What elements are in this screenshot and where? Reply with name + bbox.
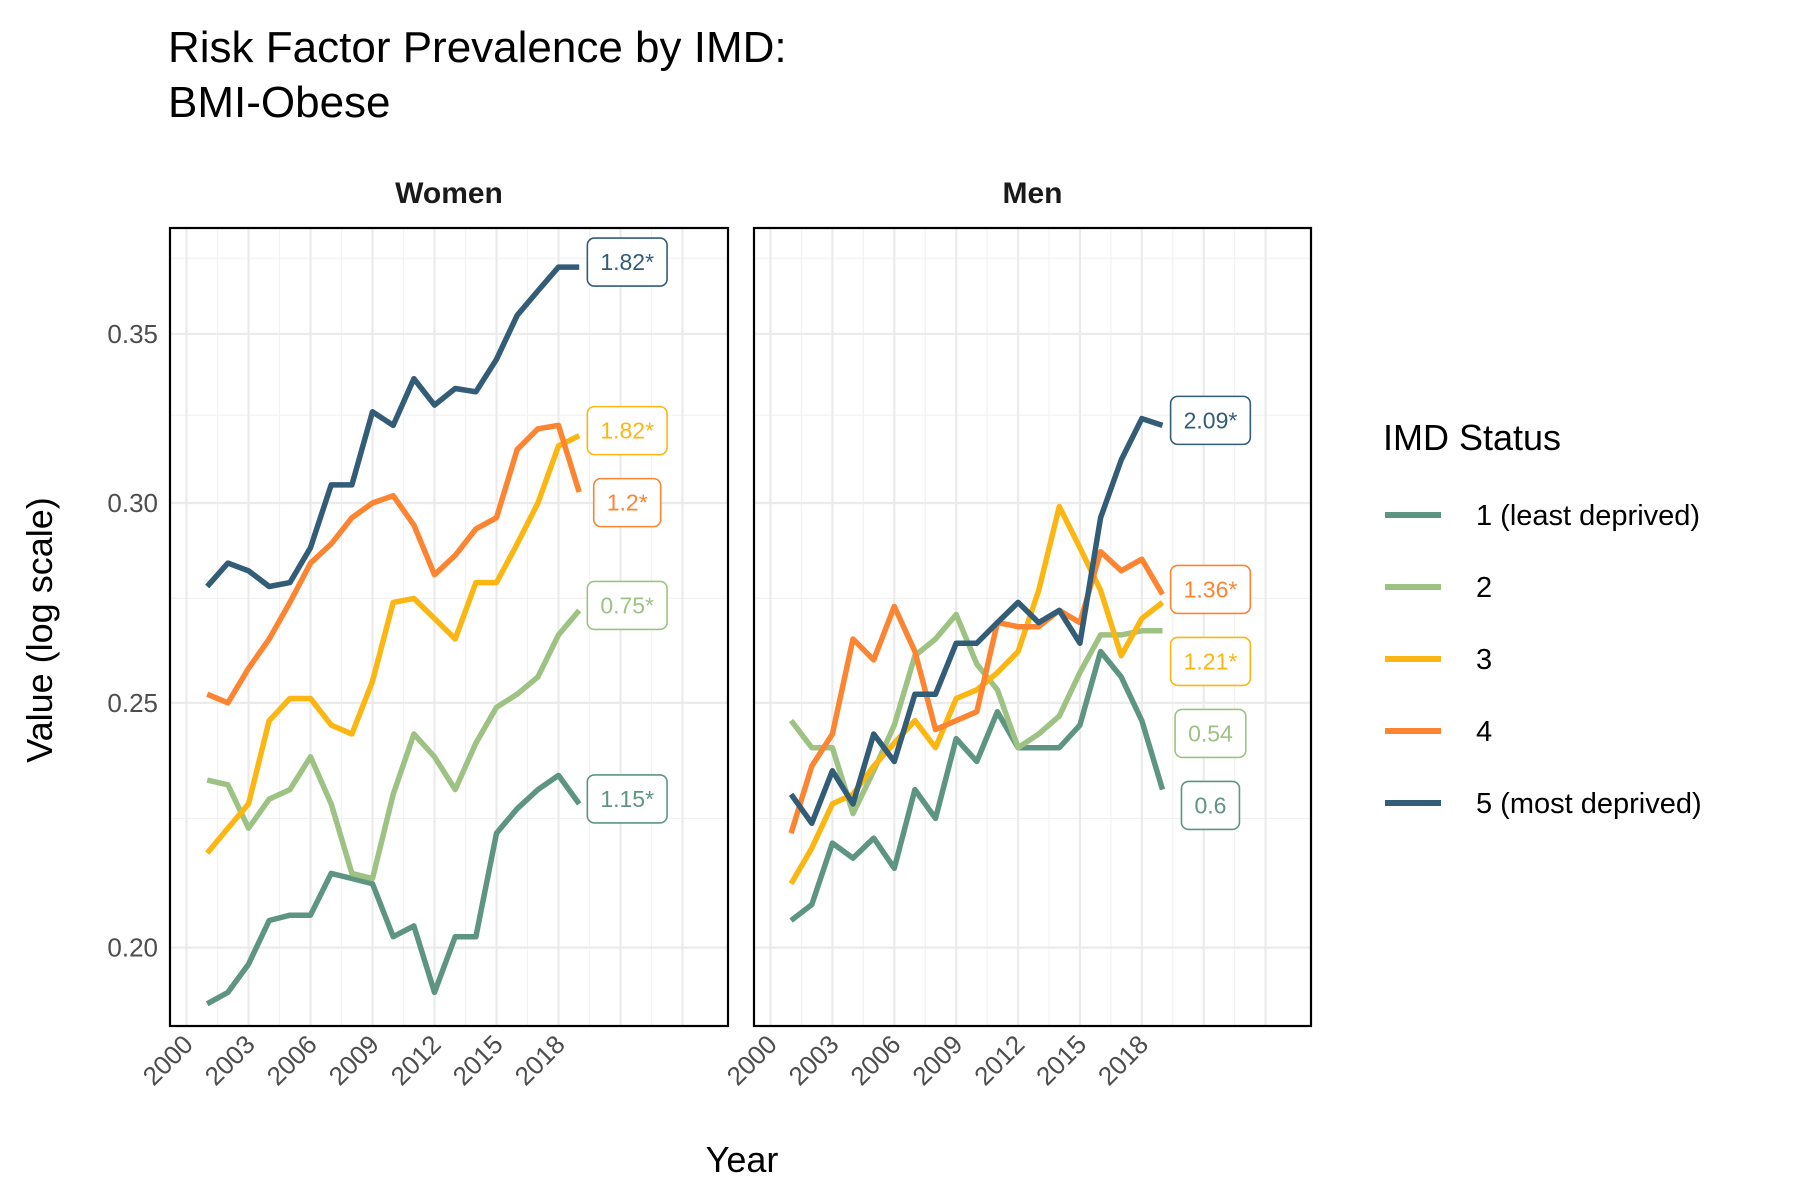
chart-title-line-2: BMI-Obese: [168, 78, 391, 127]
end-label-text: 0.6: [1194, 792, 1226, 818]
x-tick-label: 2000: [137, 1029, 199, 1091]
legend-label: 3: [1476, 644, 1492, 676]
end-label-women-imd-2: 0.75*: [586, 580, 668, 631]
chart-title-line-1: Risk Factor Prevalence by IMD:: [168, 23, 787, 72]
x-axis-title: Year: [706, 1139, 779, 1180]
legend-item-imd-5: 5 (most deprived): [1385, 788, 1702, 820]
series-line-women-imd-5: [205, 264, 580, 590]
y-tick-label: 0.20: [107, 933, 158, 963]
series-line-women-imd-1: [205, 772, 582, 1007]
legend-label: 4: [1476, 716, 1492, 748]
end-label-men-imd-3: 1.21*: [1169, 636, 1252, 687]
panel-border: [168, 226, 730, 1028]
series-line-men-imd-4: [788, 548, 1165, 835]
end-label-women-imd-1: 1.15*: [586, 774, 668, 824]
x-tick-label: 2006: [261, 1029, 323, 1091]
end-label-women-imd-5: 1.82*: [586, 237, 668, 287]
legend-items: 1 (least deprived) 2 3 4 5 (most deprived): [1385, 500, 1702, 820]
x-tick-label: 2003: [199, 1029, 261, 1091]
legend-label: 5 (most deprived): [1476, 788, 1702, 820]
panel-border: [752, 226, 1313, 1028]
x-tick-label: 2015: [447, 1029, 509, 1091]
x-tick-label: 2018: [509, 1029, 571, 1091]
series-line-men-imd-3: [788, 503, 1165, 886]
x-tick-label: 2018: [1092, 1029, 1154, 1091]
panel-label-men: Men: [1003, 177, 1063, 210]
end-label-text: 1.2*: [607, 490, 648, 516]
series-line-men-imd-1: [789, 648, 1166, 923]
x-tick-label: 2003: [783, 1029, 845, 1091]
series-line-men-imd-5: [788, 415, 1164, 827]
end-label-text: 1.36*: [1184, 576, 1238, 602]
series-line-men-imd-2: [788, 611, 1163, 817]
end-label-men-imd-4: 1.36*: [1169, 564, 1252, 615]
end-label-men-imd-2: 0.54: [1174, 708, 1247, 759]
end-label-text: 1.21*: [1184, 648, 1238, 674]
x-tick-label: 2012: [385, 1029, 447, 1091]
end-label-text: 1.15*: [600, 786, 654, 812]
end-label-women-imd-4: 1.2*: [592, 477, 662, 528]
x-tick-label: 2000: [721, 1029, 783, 1091]
legend-item-imd-3: 3: [1385, 644, 1492, 676]
panel-label-women: Women: [395, 177, 503, 210]
series-line-women-imd-4: [206, 422, 582, 706]
y-tick-label: 0.25: [107, 688, 158, 718]
x-tick-label: 2006: [844, 1029, 906, 1091]
end-label-text: 0.75*: [600, 592, 654, 618]
end-label-women-imd-3: 1.82*: [586, 405, 668, 456]
legend-item-imd-1: 1 (least deprived): [1385, 500, 1700, 532]
x-tick-label: 2015: [1030, 1029, 1092, 1091]
legend-label: 1 (least deprived): [1476, 500, 1700, 532]
legend-item-imd-4: 4: [1385, 716, 1492, 748]
legend-item-imd-2: 2: [1385, 572, 1492, 604]
end-label-text: 2.09*: [1184, 407, 1238, 433]
panel-men: Men 2.09* 1.36* 1.21* 0.54 0.6 2000 2003 2006 200…: [721, 177, 1313, 1091]
y-tick-label: 0.35: [107, 319, 158, 349]
end-label-text: 0.54: [1188, 720, 1233, 746]
legend-title: IMD Status: [1383, 417, 1561, 458]
series-line-women-imd-2: [206, 608, 582, 882]
series-line-women-imd-3: [205, 433, 581, 855]
x-tick-label: 2009: [323, 1029, 385, 1091]
legend: IMD Status 1 (least deprived) 2 3 4 5 (most …: [1383, 417, 1702, 820]
end-label-text: 1.82*: [600, 418, 654, 444]
end-label-men-imd-5: 2.09*: [1169, 395, 1252, 446]
end-label-men-imd-1: 0.6: [1180, 780, 1241, 831]
legend-label: 2: [1476, 572, 1492, 604]
x-tick-label: 2012: [968, 1029, 1030, 1091]
y-tick-label: 0.30: [107, 488, 158, 518]
y-axis-title: Value (log scale): [19, 497, 60, 762]
x-tick-label: 2009: [906, 1029, 968, 1091]
end-label-text: 1.82*: [600, 249, 654, 275]
